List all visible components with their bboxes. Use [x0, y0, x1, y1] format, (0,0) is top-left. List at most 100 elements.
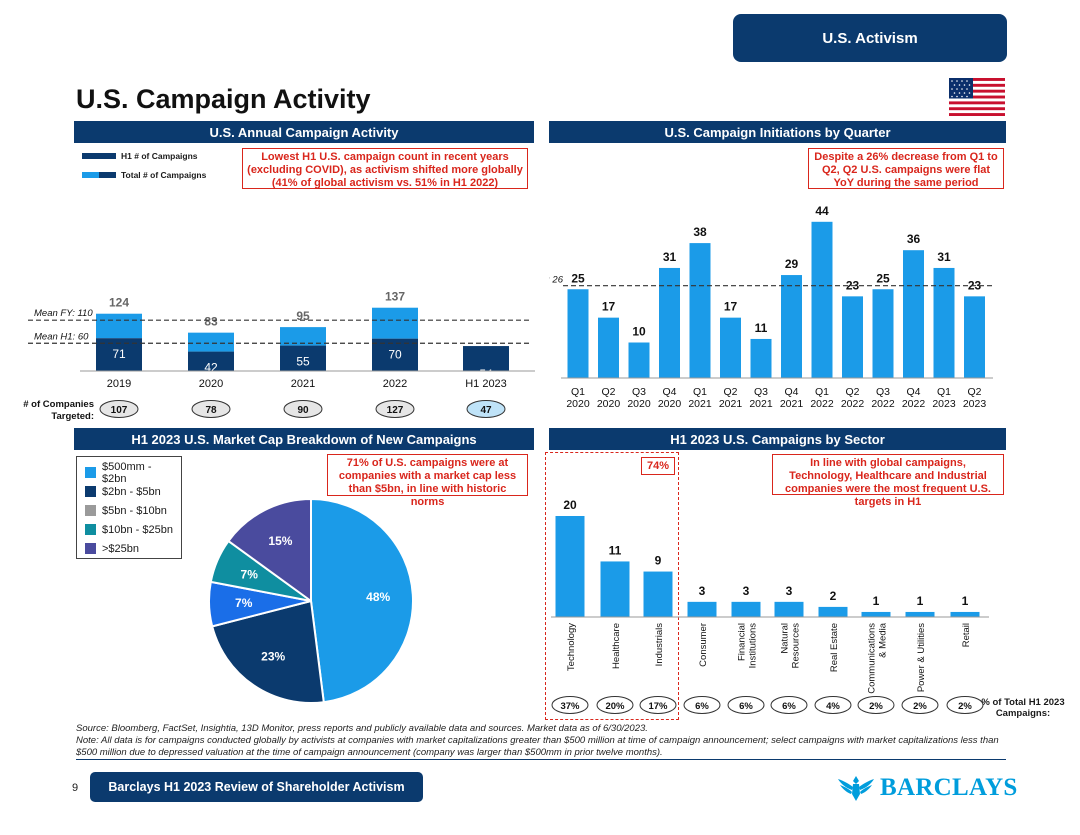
mean-reference-label: Mean: 26: [549, 275, 564, 286]
pie-slice-label: 15%: [268, 534, 292, 548]
quarter-bar: [811, 221, 833, 378]
companies-targeted-value: 127: [387, 405, 404, 416]
top-three-highlight: [545, 452, 679, 720]
total-value-label: 137: [385, 290, 405, 304]
quarter-bar: [689, 243, 711, 378]
sector-bar: [905, 611, 935, 617]
sector-bar: [600, 561, 630, 617]
pie-slice: [227, 497, 312, 603]
quarter-value-label: 36: [907, 232, 921, 246]
quarter-tick-year: 2022: [871, 398, 895, 410]
pct-total-value: 6%: [739, 701, 753, 712]
pct-total-value: 4%: [826, 701, 840, 712]
pct-total-oval: [814, 696, 852, 714]
sector-bar: [555, 516, 585, 617]
sector-value-label: 3: [743, 584, 750, 598]
annual-legend: H1 # of Campaigns Total # of Campaigns: [82, 150, 206, 181]
pct-total-oval: [596, 696, 634, 714]
quarter-tick-year: 2022: [902, 398, 926, 410]
sector-value-label: 9: [655, 554, 662, 568]
companies-targeted-oval: [466, 400, 506, 418]
x-tick-label: H1 2023: [465, 378, 507, 390]
note-footnote: Note: All data is for campaigns conducte…: [76, 735, 999, 758]
quarter-value-label: 17: [602, 300, 616, 314]
quarter-tick-year: 2021: [749, 398, 773, 410]
sector-tick-label: Industrials: [654, 623, 665, 667]
h1-value-label: 71: [112, 347, 126, 361]
legend-label: $500mm - $2bn: [102, 460, 152, 485]
quarter-value-label: 17: [724, 300, 738, 314]
companies-targeted-label: # of Companies: [23, 399, 94, 410]
quarter-tick-label: Q1: [937, 386, 951, 398]
top-three-share-badge: 74%: [641, 457, 675, 475]
barclays-logo: BARCLAYS: [836, 773, 1018, 803]
sector-value-label: 20: [563, 498, 577, 512]
footnote-divider: [76, 759, 1006, 760]
sector-tick-label: Technology: [566, 623, 577, 671]
mean-reference-label: Mean H1: 60: [34, 331, 89, 342]
h1-bar: [372, 338, 418, 371]
quarter-tick-label: Q2: [601, 386, 615, 398]
sector-bar: [861, 611, 891, 617]
h1-bar: [188, 351, 234, 371]
pct-total-oval: [551, 696, 589, 714]
quarter-tick-year: 2020: [566, 398, 590, 410]
legend-label-total: Total # of Campaigns: [121, 170, 207, 180]
total-bar: [280, 327, 326, 346]
pct-total-oval: [770, 696, 808, 714]
pct-total-oval: [683, 696, 721, 714]
pct-total-value: 2%: [869, 701, 883, 712]
sector-value-label: 3: [786, 584, 793, 598]
quarter-tick-year: 2023: [932, 398, 956, 410]
legend-item: $500mm - $2bn: [85, 460, 173, 485]
legend-item: >$25bn: [85, 539, 173, 558]
x-tick-label: 2022: [383, 378, 407, 390]
pct-total-value: 6%: [782, 701, 796, 712]
legend-swatch-total: [82, 172, 116, 178]
quarter-tick-label: Q3: [632, 386, 646, 398]
sector-bar: [950, 611, 980, 617]
legend-item: $5bn - $10bn: [85, 501, 173, 520]
companies-targeted-oval: [99, 400, 139, 418]
h1-bar: [463, 346, 509, 371]
quarter-value-label: 25: [876, 271, 890, 285]
sector-tick-label: Retail: [961, 623, 972, 647]
total-value-label: 95: [296, 309, 310, 323]
sector-tick-label: Communications: [867, 623, 878, 694]
pct-total-value: 6%: [695, 701, 709, 712]
companies-targeted-oval: [191, 400, 231, 418]
brand-wordmark: BARCLAYS: [880, 774, 1018, 801]
sector-bar: [818, 606, 848, 617]
annual-section-header: U.S. Annual Campaign Activity: [74, 121, 534, 143]
sector-callout: In line with global campaigns, Technolog…: [772, 454, 1004, 508]
quarter-tick-label: Q2: [723, 386, 737, 398]
quarter-value-label: 29: [785, 257, 799, 271]
pie-slice: [310, 497, 414, 704]
sector-value-label: 3: [699, 584, 706, 598]
total-bar: [96, 313, 142, 339]
x-tick-label: 2020: [199, 378, 223, 390]
quarter-tick-label: Q2: [845, 386, 859, 398]
companies-targeted-value: 90: [297, 405, 309, 416]
pct-total-value: 37%: [560, 701, 580, 712]
quarter-value-label: 25: [571, 271, 585, 285]
marketcap-legend: $500mm - $2bn $2bn - $5bn $5bn - $10bn $10b…: [76, 456, 182, 559]
sector-bar: [774, 601, 804, 617]
sector-tick-label: Financial: [737, 623, 748, 661]
quarter-bar: [781, 275, 802, 378]
pie-slice-label: 23%: [261, 650, 285, 664]
quarter-value-label: 10: [632, 325, 646, 339]
quarter-tick-label: Q3: [876, 386, 890, 398]
sector-tick-label: Real Estate: [829, 623, 840, 672]
sector-bar: [643, 571, 673, 617]
pct-total-oval: [639, 696, 677, 714]
sector-tick-label: Resources: [791, 623, 802, 669]
legend-item: $10bn - $25bn: [85, 520, 173, 539]
marketcap-section-header: H1 2023 U.S. Market Cap Breakdown of New…: [74, 428, 534, 450]
sector-value-label: 2: [830, 589, 837, 603]
quarter-bar: [628, 342, 650, 378]
sector-tick-label: Healthcare: [611, 623, 622, 669]
quarter-bar: [659, 267, 680, 378]
pct-total-oval: [946, 696, 984, 714]
quarter-tick-label: Q2: [967, 386, 981, 398]
